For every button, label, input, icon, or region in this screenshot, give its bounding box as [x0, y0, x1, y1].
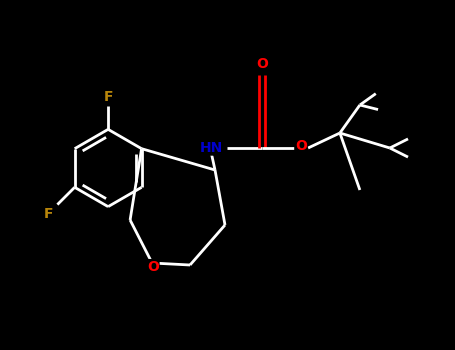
Text: HN: HN: [200, 141, 223, 155]
Text: O: O: [147, 260, 159, 274]
Text: O: O: [295, 139, 307, 153]
Text: F: F: [44, 207, 54, 221]
Text: O: O: [256, 57, 268, 71]
Text: F: F: [103, 90, 113, 104]
